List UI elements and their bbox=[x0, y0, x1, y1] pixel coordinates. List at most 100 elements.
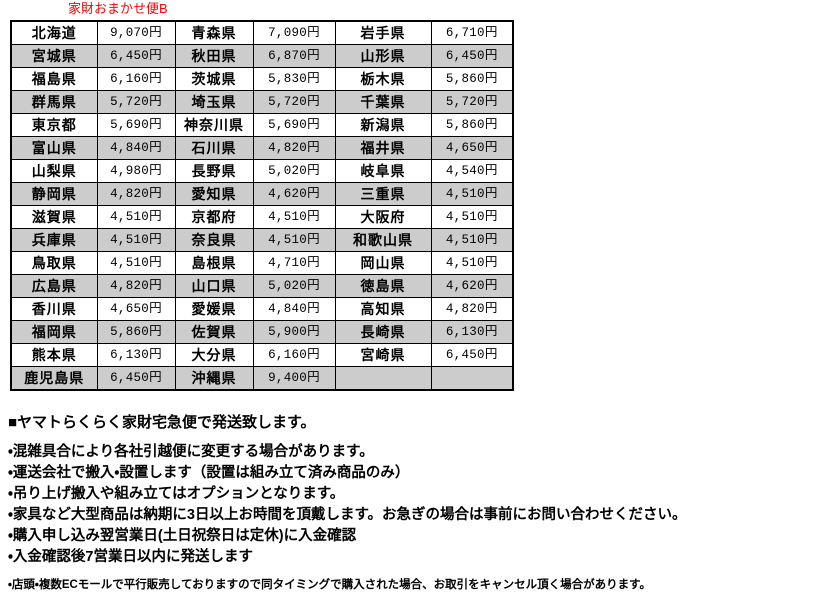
notes-footnote: ・店頭・複数ECモールで平行販売しておりますので同タイミングで購入された場合、お… bbox=[8, 579, 651, 591]
prefecture-cell: 奈良県 bbox=[174, 228, 254, 252]
prefecture-cell: 青森県 bbox=[174, 20, 254, 45]
prefecture-cell: 愛媛県 bbox=[174, 297, 254, 321]
notes-line: ・購入申し込み翌営業日(土日祝祭日は定休)に入金確認 bbox=[8, 528, 357, 544]
fee-cell: 6,450円 bbox=[96, 44, 176, 68]
fee-cell: 6,450円 bbox=[430, 44, 514, 68]
table-row: 山梨県 4,980円 長野県 5,020円 岐阜県 4,540円 bbox=[10, 159, 514, 183]
prefecture-cell: 富山県 bbox=[10, 136, 98, 160]
fee-cell: 4,510円 bbox=[96, 205, 176, 229]
fee-cell: 4,510円 bbox=[430, 205, 514, 229]
fee-cell: 6,870円 bbox=[252, 44, 336, 68]
fee-cell: 4,650円 bbox=[430, 136, 514, 160]
prefecture-cell: 北海道 bbox=[10, 20, 98, 45]
fee-cell: 6,160円 bbox=[252, 343, 336, 367]
prefecture-cell: 熊本県 bbox=[10, 343, 98, 367]
fee-cell: 4,840円 bbox=[252, 297, 336, 321]
fee-cell: 5,720円 bbox=[96, 90, 176, 114]
fee-cell: 6,450円 bbox=[96, 366, 176, 391]
fee-cell: 6,130円 bbox=[430, 320, 514, 344]
fee-cell: 4,510円 bbox=[430, 251, 514, 275]
fee-cell: 9,400円 bbox=[252, 366, 336, 391]
table-row: 兵庫県 4,510円 奈良県 4,510円 和歌山県 4,510円 bbox=[10, 228, 514, 252]
fee-cell: 4,980円 bbox=[96, 159, 176, 183]
prefecture-cell: 山口県 bbox=[174, 274, 254, 298]
prefecture-cell: 新潟県 bbox=[334, 113, 432, 137]
fee-cell: 5,860円 bbox=[430, 67, 514, 91]
fee-cell: 5,720円 bbox=[430, 90, 514, 114]
table-row: 香川県 4,650円 愛媛県 4,840円 高知県 4,820円 bbox=[10, 297, 514, 321]
fee-cell: 9,070円 bbox=[96, 20, 176, 45]
fee-cell: 4,510円 bbox=[96, 251, 176, 275]
prefecture-cell: 三重県 bbox=[334, 182, 432, 206]
prefecture-cell: 茨城県 bbox=[174, 67, 254, 91]
fee-cell: 4,620円 bbox=[252, 182, 336, 206]
fee-cell: 4,710円 bbox=[252, 251, 336, 275]
prefecture-cell: 埼玉県 bbox=[174, 90, 254, 114]
table-row: 鹿児島県 6,450円 沖縄県 9,400円 bbox=[10, 366, 514, 391]
prefecture-cell: 群馬県 bbox=[10, 90, 98, 114]
notes-line: ・運送会社で搬入・設置します（設置は組み立て済み商品のみ） bbox=[8, 465, 410, 481]
prefecture-cell: 島根県 bbox=[174, 251, 254, 275]
prefecture-cell: 大分県 bbox=[174, 343, 254, 367]
prefecture-cell: 福井県 bbox=[334, 136, 432, 160]
table-row: 熊本県 6,130円 大分県 6,160円 宮崎県 6,450円 bbox=[10, 343, 514, 367]
fee-cell: 6,160円 bbox=[96, 67, 176, 91]
prefecture-cell: 佐賀県 bbox=[174, 320, 254, 344]
fee-cell: 6,710円 bbox=[430, 20, 514, 45]
fee-cell: 4,650円 bbox=[96, 297, 176, 321]
fee-cell: 4,510円 bbox=[252, 228, 336, 252]
notes-line: ・家具など大型商品は納期に3日以上お時間を頂戴します。お急ぎの場合は事前にお問い… bbox=[8, 507, 687, 523]
prefecture-cell: 山形県 bbox=[334, 44, 432, 68]
table-row: 鳥取県 4,510円 島根県 4,710円 岡山県 4,510円 bbox=[10, 251, 514, 275]
prefecture-cell: 長崎県 bbox=[334, 320, 432, 344]
fee-cell: 5,720円 bbox=[252, 90, 336, 114]
prefecture-cell bbox=[334, 366, 432, 391]
prefecture-cell: 宮城県 bbox=[10, 44, 98, 68]
prefecture-cell: 香川県 bbox=[10, 297, 98, 321]
table-row: 富山県 4,840円 石川県 4,820円 福井県 4,650円 bbox=[10, 136, 514, 160]
fee-cell: 4,540円 bbox=[430, 159, 514, 183]
table-row: 北海道 9,070円 青森県 7,090円 岩手県 6,710円 bbox=[10, 20, 514, 45]
table-row: 静岡県 4,820円 愛知県 4,620円 三重県 4,510円 bbox=[10, 182, 514, 206]
notes-line: ・吊り上げ搬入や組み立てはオプションとなります。 bbox=[8, 486, 345, 502]
table-row: 群馬県 5,720円 埼玉県 5,720円 千葉県 5,720円 bbox=[10, 90, 514, 114]
fee-cell: 4,510円 bbox=[252, 205, 336, 229]
fee-cell: 4,820円 bbox=[252, 136, 336, 160]
table-row: 福岡県 5,860円 佐賀県 5,900円 長崎県 6,130円 bbox=[10, 320, 514, 344]
prefecture-cell: 東京都 bbox=[10, 113, 98, 137]
notes-line: ・入金確認後7営業日以内に発送します bbox=[8, 549, 253, 565]
prefecture-cell: 高知県 bbox=[334, 297, 432, 321]
prefecture-cell: 千葉県 bbox=[334, 90, 432, 114]
fee-cell: 5,020円 bbox=[252, 274, 336, 298]
prefecture-cell: 滋賀県 bbox=[10, 205, 98, 229]
shipping-notes: ■ヤマトらくらく家財宅急便で発送致します。 ・混雑具合により各社引越便に変更する… bbox=[8, 412, 808, 595]
table-row: 東京都 5,690円 神奈川県 5,690円 新潟県 5,860円 bbox=[10, 113, 514, 137]
prefecture-cell: 鹿児島県 bbox=[10, 366, 98, 391]
prefecture-cell: 静岡県 bbox=[10, 182, 98, 206]
prefecture-cell: 広島県 bbox=[10, 274, 98, 298]
notes-line-list: ・混雑具合により各社引越便に変更する場合があります。 ・運送会社で搬入・設置します… bbox=[8, 442, 808, 568]
fee-cell: 4,620円 bbox=[430, 274, 514, 298]
fee-cell: 4,820円 bbox=[96, 274, 176, 298]
prefecture-cell: 山梨県 bbox=[10, 159, 98, 183]
prefecture-cell: 京都府 bbox=[174, 205, 254, 229]
prefecture-cell: 大阪府 bbox=[334, 205, 432, 229]
table-row: 広島県 4,820円 山口県 5,020円 徳島県 4,620円 bbox=[10, 274, 514, 298]
fee-cell: 5,020円 bbox=[252, 159, 336, 183]
prefecture-cell: 福岡県 bbox=[10, 320, 98, 344]
fee-cell: 4,820円 bbox=[96, 182, 176, 206]
fee-cell: 5,830円 bbox=[252, 67, 336, 91]
shipping-fee-table-body: 北海道 9,070円 青森県 7,090円 岩手県 6,710円 宮城県 6,450円 秋田県 6… bbox=[10, 20, 514, 391]
fee-cell bbox=[430, 366, 514, 391]
fee-cell: 5,860円 bbox=[96, 320, 176, 344]
prefecture-cell: 栃木県 bbox=[334, 67, 432, 91]
fee-cell: 4,510円 bbox=[430, 228, 514, 252]
fee-cell: 4,510円 bbox=[430, 182, 514, 206]
prefecture-cell: 岐阜県 bbox=[334, 159, 432, 183]
prefecture-cell: 沖縄県 bbox=[174, 366, 254, 391]
prefecture-cell: 宮崎県 bbox=[334, 343, 432, 367]
fee-cell: 6,130円 bbox=[96, 343, 176, 367]
fee-cell: 7,090円 bbox=[252, 20, 336, 45]
table-row: 福島県 6,160円 茨城県 5,830円 栃木県 5,860円 bbox=[10, 67, 514, 91]
page-title: 家財おまかせ便B bbox=[68, 1, 168, 16]
